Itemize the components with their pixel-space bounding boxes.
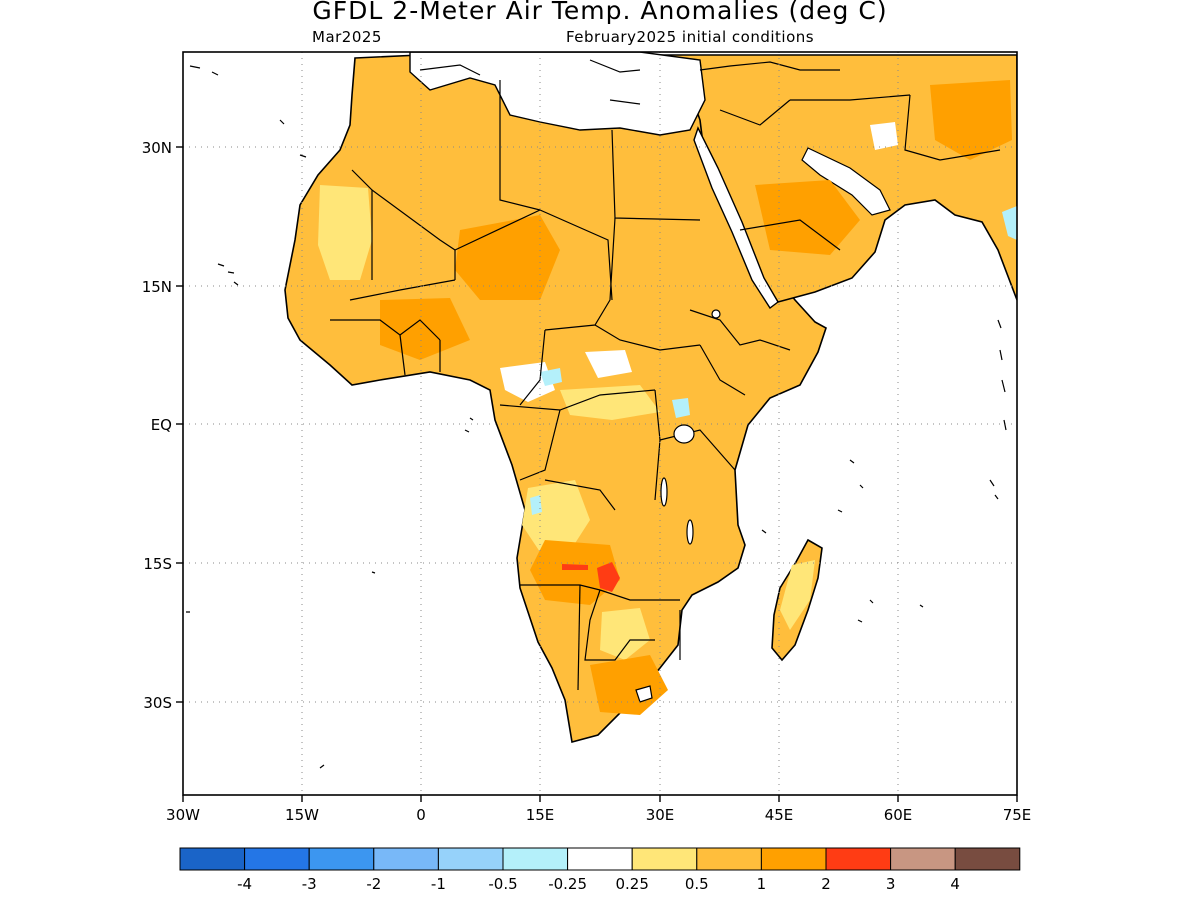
anomaly-patch [930,80,1012,160]
map-title: GFDL 2-Meter Air Temp. Anomalies (deg C) [312,0,888,25]
anomaly-patch [672,398,690,418]
legend-swatch [890,847,956,871]
legend-swatch [696,847,762,871]
lat-label: 30S [143,694,172,712]
country-borders [330,80,1001,691]
color-legend [179,847,1021,871]
forecast-month: Mar2025 [312,28,382,46]
legend-swatch [373,847,439,871]
legend-swatch [825,847,892,871]
legend-label: 3 [886,875,896,893]
lat-label: 30N [142,139,172,157]
red-sea [693,126,779,310]
lon-label: 15W [285,806,319,824]
lon-label: 30W [166,806,200,824]
legend-label: -2 [366,875,381,893]
legend-label: 1 [757,875,767,893]
graticule [183,52,1017,795]
map-area [186,52,1017,769]
lat-label: EQ [151,416,172,434]
anomaly-patch [590,655,668,715]
anomaly-patch [540,368,562,386]
legend-swatch [502,847,569,871]
legend-swatch [631,847,698,871]
anomaly-patch [560,385,660,420]
lat-label: 15S [143,555,172,573]
anomaly-patch [455,215,560,300]
anomaly-patch [755,180,860,255]
lon-label: 75E [1003,806,1032,824]
anomaly-patch [585,350,632,378]
anomaly-patch [597,562,620,592]
legend-swatch [179,847,246,871]
anomaly-patch [600,608,650,660]
legend-label: -4 [237,875,252,893]
legend-swatch [954,847,1021,871]
lat-axis [176,146,183,703]
persian-gulf [801,147,891,216]
legend-swatch [308,847,375,871]
legend-labels: -4 -3 -2 -1 -0.5 -0.25 0.25 0.5 1 2 3 4 [237,875,960,893]
legend-swatch [760,847,827,871]
anomaly-patch [318,185,372,280]
legend-label: -3 [302,875,317,893]
anomaly-patch [780,560,815,630]
lon-label: 30E [646,806,675,824]
anomaly-patch [530,540,620,605]
legend-label: -1 [431,875,446,893]
mediterranean-sea [409,52,706,136]
legend-label: 0.25 [615,875,648,893]
lon-label: 45E [765,806,794,824]
lat-label: 15N [142,278,172,296]
legend-swatch [437,847,504,871]
lakes [635,309,721,703]
lon-label: 15E [526,806,555,824]
legend-swatch [567,847,633,871]
anomaly-patch [380,298,470,360]
legend-label: 2 [821,875,831,893]
islands [186,65,1007,769]
lon-label: 60E [884,806,913,824]
mediterranean-coast [419,59,840,105]
legend-swatch [244,847,310,871]
anomaly-patch [562,564,588,570]
lon-axis [182,795,1018,802]
legend-label: 0.5 [685,875,709,893]
legend-label: 4 [950,875,960,893]
initial-conditions-label: February2025 initial conditions [566,28,815,46]
lon-label: 0 [416,806,426,824]
anomaly-patch [1002,206,1017,240]
anomaly-patch [530,495,542,515]
legend-label: -0.25 [548,875,587,893]
legend-label: -0.5 [488,875,517,893]
anomaly-patch [870,122,898,150]
